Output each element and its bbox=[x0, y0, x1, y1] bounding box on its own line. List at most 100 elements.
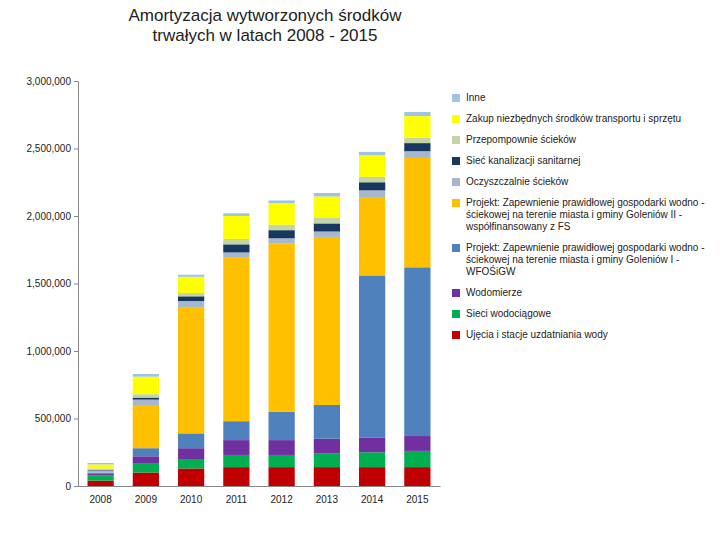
bar bbox=[404, 112, 430, 116]
bar-series bbox=[88, 267, 431, 474]
bar bbox=[178, 448, 204, 459]
x-tick: 2008 bbox=[90, 486, 113, 505]
y-tick-mark bbox=[74, 216, 78, 217]
bar bbox=[269, 238, 295, 243]
bar bbox=[314, 193, 340, 196]
x-axis-line bbox=[79, 486, 441, 487]
x-tick-label: 2015 bbox=[406, 494, 429, 505]
bar bbox=[269, 440, 295, 455]
bar bbox=[88, 464, 114, 468]
bar bbox=[269, 244, 295, 412]
bar bbox=[133, 377, 159, 395]
bar bbox=[359, 177, 385, 182]
legend-item: Przepompownie ścieków bbox=[452, 134, 714, 146]
legend-label: Zakup niezbędnych środków transportu i s… bbox=[466, 113, 681, 125]
bar bbox=[359, 437, 385, 452]
bar bbox=[404, 451, 430, 467]
y-tick: 500,000 bbox=[35, 413, 78, 424]
bar bbox=[88, 463, 114, 464]
legend-label: Sieć kanalizacji sanitarnej bbox=[466, 155, 581, 167]
x-tick: 2013 bbox=[316, 486, 339, 505]
legend-swatch bbox=[452, 289, 460, 297]
legend-item: Projekt: Zapewnienie prawidłowej gospoda… bbox=[452, 197, 714, 233]
legend-item: Projekt: Zapewnienie prawidłowej gospoda… bbox=[452, 242, 714, 278]
bar bbox=[314, 232, 340, 237]
legend-swatch bbox=[452, 94, 460, 102]
bar bbox=[178, 301, 204, 308]
y-tick: 2,500,000 bbox=[27, 143, 79, 154]
legend-label: Sieci wodociągowe bbox=[466, 308, 551, 320]
legend-item: Sieć kanalizacji sanitarnej bbox=[452, 155, 714, 167]
bar bbox=[314, 223, 340, 231]
bar bbox=[314, 237, 340, 405]
bar bbox=[178, 275, 204, 277]
legend-item: Ujęcia i stacje uzdatniania wody bbox=[452, 329, 714, 341]
legend-swatch bbox=[452, 157, 460, 165]
y-tick-mark bbox=[74, 284, 78, 285]
y-tick-mark bbox=[74, 419, 78, 420]
bar bbox=[314, 405, 340, 439]
bar bbox=[88, 474, 114, 475]
legend-label: Wodomierze bbox=[466, 287, 522, 299]
bar bbox=[269, 412, 295, 440]
bar bbox=[178, 308, 204, 434]
bar bbox=[223, 258, 249, 421]
x-tick-label: 2012 bbox=[271, 494, 294, 505]
y-tick-label: 3,000,000 bbox=[27, 76, 72, 87]
bar bbox=[269, 225, 295, 230]
bar bbox=[404, 143, 430, 151]
bar bbox=[223, 421, 249, 440]
y-tick-label: 500,000 bbox=[35, 413, 72, 424]
y-tick-mark bbox=[74, 149, 78, 150]
legend-swatch bbox=[452, 115, 460, 123]
bar bbox=[404, 151, 430, 158]
bar bbox=[314, 467, 340, 486]
x-tick: 2012 bbox=[271, 486, 294, 505]
bar bbox=[133, 448, 159, 456]
bar bbox=[178, 459, 204, 468]
bar bbox=[178, 293, 204, 296]
bar bbox=[133, 473, 159, 487]
y-tick-mark bbox=[74, 351, 78, 352]
bar bbox=[133, 405, 159, 448]
legend-label: Oczyszczalnie ścieków bbox=[466, 176, 568, 188]
bar bbox=[359, 467, 385, 486]
bar bbox=[223, 239, 249, 244]
legend-label: Projekt: Zapewnienie prawidłowej gospoda… bbox=[466, 197, 714, 233]
y-tick: 3,000,000 bbox=[27, 76, 79, 87]
bar bbox=[404, 116, 430, 138]
bar bbox=[314, 218, 340, 223]
bar bbox=[404, 138, 430, 143]
bar bbox=[223, 213, 249, 216]
bar bbox=[404, 467, 430, 486]
bar bbox=[359, 152, 385, 155]
y-tick-label: 2,000,000 bbox=[27, 211, 72, 222]
legend-swatch bbox=[452, 199, 460, 207]
bar bbox=[269, 230, 295, 238]
bar bbox=[404, 158, 430, 267]
x-tick-label: 2014 bbox=[361, 494, 384, 505]
bar bbox=[223, 467, 249, 486]
bar-series bbox=[88, 143, 431, 470]
y-axis: 0500,0001,000,0001,500,0002,000,0002,500… bbox=[27, 76, 79, 492]
x-tick-label: 2013 bbox=[316, 494, 339, 505]
y-tick-label: 1,500,000 bbox=[27, 278, 72, 289]
legend-swatch bbox=[452, 136, 460, 144]
bar-series bbox=[133, 158, 431, 448]
bar bbox=[314, 454, 340, 468]
x-tick-label: 2011 bbox=[226, 494, 248, 505]
bar bbox=[133, 394, 159, 397]
bar bbox=[133, 456, 159, 463]
bar bbox=[359, 197, 385, 275]
legend-swatch bbox=[452, 331, 460, 339]
legend-item: Oczyszczalnie ścieków bbox=[452, 176, 714, 188]
legend-label: Inne bbox=[466, 92, 485, 104]
y-tick: 1,500,000 bbox=[27, 278, 79, 289]
bar bbox=[269, 203, 295, 225]
bar bbox=[359, 452, 385, 467]
bar bbox=[88, 473, 114, 474]
bar bbox=[223, 455, 249, 467]
bar bbox=[359, 155, 385, 177]
y-tick: 1,000,000 bbox=[27, 346, 79, 357]
chart-svg: 0500,0001,000,0001,500,0002,000,0002,500… bbox=[0, 0, 720, 540]
